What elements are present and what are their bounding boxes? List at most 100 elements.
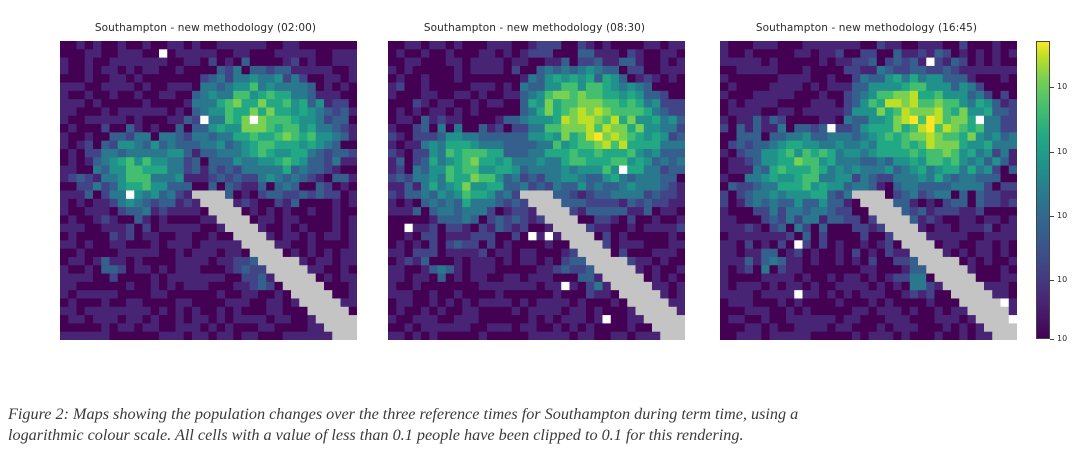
heatmap-cell — [241, 107, 251, 117]
heatmap-cell — [421, 132, 430, 142]
heatmap-cell — [769, 132, 779, 142]
heatmap-cell — [553, 190, 562, 200]
heatmap-cell — [602, 256, 612, 266]
heatmap-cell — [487, 65, 496, 75]
heatmap-cell — [643, 82, 653, 92]
heatmap-cell — [544, 41, 554, 50]
heatmap-cell — [445, 223, 455, 233]
heatmap-cell — [868, 132, 878, 142]
population-heatmap-0200 — [60, 41, 357, 340]
heatmap-cell — [860, 157, 869, 166]
heatmap-cell — [876, 223, 886, 233]
heatmap-cell — [652, 315, 661, 324]
heatmap-cell — [843, 306, 853, 316]
heatmap-cell — [76, 182, 86, 191]
heatmap-cell — [619, 207, 628, 216]
heatmap-cell — [1008, 240, 1017, 250]
heatmap-cell — [299, 298, 308, 308]
heatmap-cell — [553, 148, 562, 158]
heatmap-cell — [109, 140, 119, 150]
heatmap-cell — [561, 315, 570, 324]
heatmap-cell — [487, 90, 496, 100]
heatmap-cell — [470, 182, 480, 191]
heatmap-cell — [769, 99, 779, 108]
heatmap-cell — [909, 273, 919, 283]
heatmap-cell — [975, 215, 985, 225]
heatmap-cell — [291, 281, 300, 291]
heatmap-cell — [478, 115, 488, 125]
heatmap-cell — [528, 74, 537, 83]
heatmap-cell — [421, 57, 430, 67]
heatmap-cell — [819, 290, 828, 299]
heatmap-cell — [967, 41, 977, 50]
heatmap-cell — [388, 190, 397, 200]
heatmap-cell — [208, 107, 218, 117]
heatmap-cell — [635, 90, 645, 100]
heatmap-cell — [569, 148, 579, 158]
heatmap-cell — [959, 82, 968, 92]
heatmap-cell — [412, 132, 422, 142]
heatmap-cell — [569, 41, 579, 50]
heatmap-cell — [183, 173, 193, 183]
heatmap-cell — [893, 165, 902, 175]
heatmap-cell — [975, 331, 985, 340]
heatmap-cell — [627, 331, 636, 340]
heatmap-cell — [635, 74, 645, 83]
heatmap-cell — [274, 57, 284, 67]
heatmap-cell — [478, 232, 488, 241]
heatmap-cell — [569, 248, 579, 258]
heatmap-cell — [761, 124, 770, 133]
heatmap-cell — [942, 49, 952, 59]
heatmap-cell — [909, 256, 919, 266]
heatmap-cell — [835, 124, 845, 133]
heatmap-cell — [478, 132, 488, 142]
heatmap-cell — [602, 49, 612, 59]
heatmap-cell — [445, 273, 455, 283]
heatmap-cell — [827, 74, 836, 83]
heatmap-cell — [619, 157, 628, 166]
heatmap-cell — [885, 65, 894, 75]
heatmap-cell — [175, 65, 185, 75]
heatmap-cell — [520, 306, 529, 316]
heatmap-cell — [462, 41, 471, 50]
heatmap-cell — [577, 107, 587, 117]
heatmap-cell — [396, 323, 405, 333]
heatmap-cell — [216, 306, 226, 316]
heatmap-cell — [744, 215, 754, 225]
heatmap-cell — [117, 306, 127, 316]
heatmap-cell — [249, 290, 259, 299]
heatmap-cell — [561, 232, 570, 241]
heatmap-cell — [495, 323, 504, 333]
heatmap-cell — [835, 82, 845, 92]
heatmap-cell — [478, 124, 488, 133]
heatmap-cell — [660, 240, 669, 250]
heatmap-cell — [619, 232, 628, 241]
heatmap-cell — [761, 265, 770, 274]
heatmap-cell — [967, 306, 977, 316]
heatmap-cell — [126, 132, 135, 142]
heatmap-cell — [992, 323, 1001, 333]
heatmap-cell — [412, 298, 422, 308]
heatmap-cell — [396, 124, 405, 133]
heatmap-cell — [975, 256, 985, 266]
heatmap-cell — [445, 240, 455, 250]
heatmap-cell — [777, 157, 787, 166]
heatmap-cell — [233, 165, 242, 175]
heatmap-cell — [216, 315, 226, 324]
heatmap-cell — [860, 82, 869, 92]
heatmap-cell — [478, 215, 488, 225]
heatmap-cell — [528, 140, 537, 150]
heatmap-cell — [975, 298, 985, 308]
heatmap-cell — [668, 182, 678, 191]
heatmap-cell — [388, 306, 397, 316]
heatmap-cell — [602, 148, 612, 158]
heatmap-cell — [577, 157, 587, 166]
heatmap-cell — [126, 240, 135, 250]
heatmap-cell — [728, 74, 737, 83]
heatmap-cell — [843, 265, 853, 274]
heatmap-cell — [794, 306, 803, 316]
heatmap-cell — [200, 107, 209, 117]
heatmap-cell — [794, 173, 803, 183]
heatmap-cell — [619, 306, 628, 316]
heatmap-cell — [577, 281, 587, 291]
